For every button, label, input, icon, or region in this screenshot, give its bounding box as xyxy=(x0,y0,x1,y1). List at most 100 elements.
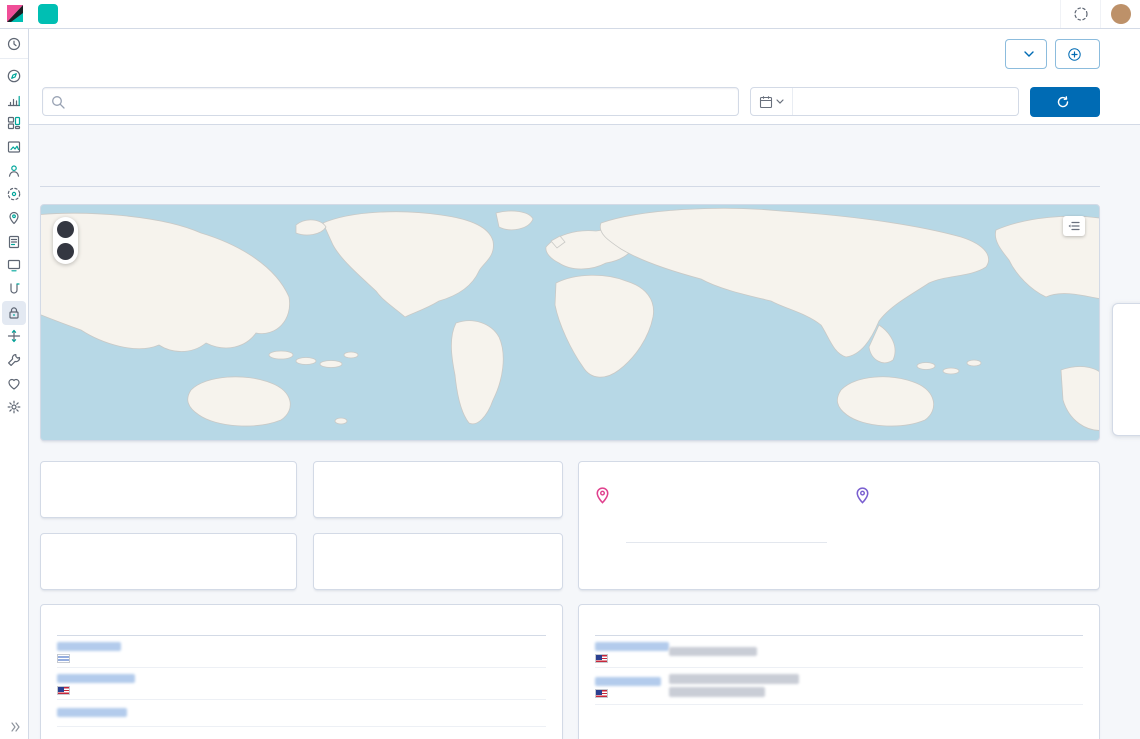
canvas-icon xyxy=(7,141,21,153)
table-row-partial[interactable] xyxy=(57,700,546,727)
sidebar-item-graph[interactable] xyxy=(2,182,26,206)
user-menu-button[interactable] xyxy=(1100,0,1140,28)
stat-unique-flow-ids xyxy=(40,533,297,590)
table-row[interactable] xyxy=(57,668,546,700)
ip-cell[interactable] xyxy=(595,675,669,698)
flag-us-icon xyxy=(57,686,70,695)
sidebar-item-machine-learning[interactable] xyxy=(2,159,26,183)
date-picker-calendar-button[interactable] xyxy=(751,88,793,115)
sidebar-item-logs[interactable] xyxy=(2,230,26,254)
query-bar xyxy=(29,79,1140,125)
space-badge[interactable] xyxy=(38,4,58,24)
zoom-in-button[interactable] xyxy=(57,221,74,238)
sidebar-item-uptime[interactable] xyxy=(2,325,26,349)
add-data-button[interactable] xyxy=(1055,39,1100,69)
metrics-icon xyxy=(7,260,21,272)
bar-chart-icon xyxy=(7,95,21,106)
redacted-ip xyxy=(595,676,661,686)
sidebar-item-recently-viewed[interactable] xyxy=(2,32,26,56)
redacted-ip xyxy=(57,642,121,651)
stat-dns-queries xyxy=(313,461,563,518)
kibana-logo[interactable] xyxy=(0,0,30,28)
domain-cell[interactable] xyxy=(669,672,799,700)
timeline-flyout-toggle[interactable] xyxy=(1112,303,1140,436)
sidebar-item-siem[interactable] xyxy=(2,300,26,325)
refresh-button[interactable] xyxy=(1030,86,1100,117)
unique-private-ips-card xyxy=(578,461,1100,590)
siem-tabs xyxy=(42,40,120,68)
sidebar-item-metrics[interactable] xyxy=(2,254,26,278)
dashboard-icon xyxy=(7,117,21,130)
avatar xyxy=(1110,4,1131,24)
destination-ips-card xyxy=(578,604,1100,739)
stat-network-events xyxy=(40,461,297,518)
deployment-icon[interactable] xyxy=(1060,0,1100,28)
sidebar-item-dev-tools[interactable] xyxy=(2,348,26,372)
anomaly-detection-button[interactable] xyxy=(1005,39,1047,69)
redacted-ip xyxy=(57,674,135,683)
map-zoom-controls xyxy=(53,217,78,264)
refresh-icon xyxy=(1057,95,1068,107)
sidebar-item-visualize[interactable] xyxy=(2,88,26,112)
redacted-ip xyxy=(595,642,669,651)
flag-il-icon xyxy=(57,654,70,663)
search-box xyxy=(42,87,739,116)
line-chart-yaxis xyxy=(847,532,865,566)
logs-icon xyxy=(8,235,20,248)
destination-pin-icon xyxy=(856,487,869,504)
page-content xyxy=(29,125,1140,739)
apm-icon xyxy=(10,283,20,294)
world-map xyxy=(41,207,1099,431)
destination-ips-table-header xyxy=(595,630,1083,636)
table-row[interactable] xyxy=(595,668,1083,705)
legend-icon xyxy=(1068,221,1080,231)
source-ips-stat xyxy=(593,486,621,505)
sidebar-item-canvas[interactable] xyxy=(2,135,26,159)
source-pin-icon xyxy=(596,487,609,504)
graph-icon xyxy=(7,187,21,201)
domain-cell[interactable] xyxy=(669,645,769,659)
flag-us-icon xyxy=(595,688,608,698)
collapse-nav-button[interactable] xyxy=(0,721,29,733)
redacted-ip xyxy=(57,708,127,717)
zoom-out-button[interactable] xyxy=(57,243,74,260)
ip-cell[interactable] xyxy=(57,672,135,695)
table-row[interactable] xyxy=(595,636,1083,668)
map-legend-button[interactable] xyxy=(1063,216,1085,236)
date-picker xyxy=(750,87,1019,116)
sidebar-item-apm[interactable] xyxy=(2,277,26,301)
ip-cell[interactable] xyxy=(595,640,669,663)
network-map[interactable] xyxy=(40,204,1100,441)
wrench-icon xyxy=(8,354,21,367)
page-tabs-row xyxy=(29,29,1140,79)
source-ips-table-header xyxy=(57,630,546,636)
unique-ips-bar-chart xyxy=(595,538,827,545)
toolbar-buttons xyxy=(1005,39,1100,69)
sidebar-item-management[interactable] xyxy=(2,396,26,420)
source-ips-card xyxy=(40,604,563,739)
sidebar-item-monitoring[interactable] xyxy=(2,372,26,396)
ip-cell[interactable] xyxy=(57,706,131,720)
table-row[interactable] xyxy=(57,636,546,668)
sidebar-item-maps[interactable] xyxy=(2,206,26,230)
chevron-down-icon xyxy=(776,99,784,104)
lock-icon xyxy=(9,307,19,319)
header-right-controls xyxy=(1060,0,1140,28)
search-icon xyxy=(52,95,65,109)
line-chart-plot xyxy=(865,532,1079,566)
search-input[interactable] xyxy=(72,94,730,109)
chevron-down-icon xyxy=(1024,51,1034,57)
flag-us-icon xyxy=(595,654,608,663)
top-header-bar xyxy=(0,0,1140,29)
heart-icon xyxy=(8,378,20,390)
sidebar-item-dashboard[interactable] xyxy=(2,111,26,135)
destination-ips-stat xyxy=(853,486,881,505)
plus-circle-icon xyxy=(1068,47,1081,61)
map-pin-icon xyxy=(9,211,19,225)
redacted-domain xyxy=(669,687,765,697)
bar-chart-axis xyxy=(626,542,827,545)
redacted-domain xyxy=(669,674,799,684)
sidebar-item-discover[interactable] xyxy=(2,64,26,88)
ip-cell[interactable] xyxy=(57,640,131,663)
